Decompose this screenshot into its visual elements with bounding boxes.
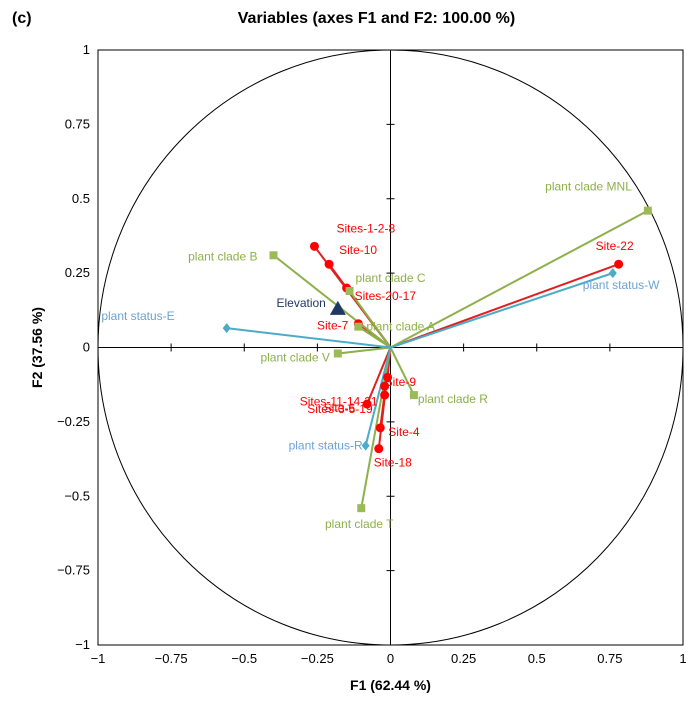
point-label: plant clade A [366,320,435,334]
status-marker [222,323,231,334]
x-axis-title: F1 (62.44 %) [350,677,431,693]
clade-marker [643,206,652,215]
clade-marker [409,391,418,400]
point-label: plant clade R [418,392,488,406]
labels-layer: Sites-1-2-8 Site-10 Sites-20-17 Site-7 Site-… [101,180,660,532]
site-marker [614,259,624,269]
clade-marker [333,349,342,358]
vector-line [390,209,649,349]
x-tick-label: 0 [387,651,394,666]
point-label: Site-9 [385,375,417,389]
vector-line [390,263,619,349]
point-label: Sites-1-2-8 [336,221,395,235]
x-tick-label: −0.25 [301,651,334,666]
x-tick-label: −0.75 [155,651,188,666]
point-label: Site-4 [388,425,420,439]
point-label: Sites-20-17 [355,289,417,303]
x-tick-label: 0.75 [597,651,622,666]
site-marker [380,381,390,391]
site-marker [374,444,384,454]
point-label: Elevation [276,296,325,310]
point-label: Sites-3-5-19 [307,402,373,416]
clade-marker [345,286,354,295]
y-axis-title: F2 (37.56 %) [29,307,45,388]
point-label: plant clade V [260,350,329,364]
axes-layer: −1 −0.75 −0.5 −0.25 0 0.25 0.5 0.75 1 −1 −0.75 −0.5… [57,42,687,666]
y-tick-label: 0 [83,340,90,355]
vector-line [337,346,391,355]
vector-line [389,347,415,396]
vector-line [364,347,392,446]
point-label: Site-18 [374,456,412,470]
chart-title: Variables (axes F1 and F2: 100.00 %) [237,10,516,27]
site-marker [324,259,334,269]
clade-marker [354,322,363,331]
vector-line [357,325,392,349]
x-tick-label: 0.25 [451,651,476,666]
point-label: plant clade C [356,271,426,285]
y-tick-label: −0.5 [64,488,90,503]
y-tick-label: 0.25 [65,265,90,280]
vector-line [272,254,392,349]
y-tick-label: 0.5 [72,191,90,206]
site-marker [309,241,319,251]
point-label: Site-22 [596,239,634,253]
y-tick-label: −1 [75,637,90,652]
y-tick-label: 1 [83,42,90,57]
y-tick-label: −0.25 [57,414,90,429]
point-label: plant status-E [101,309,174,323]
panel-label: (c) [12,10,32,27]
x-tick-label: −1 [91,651,106,666]
x-tick-label: 1 [679,651,686,666]
point-label: plant status-W [583,278,660,292]
site-marker [383,372,393,382]
point-label: Sites-11-14-21 [300,394,378,408]
x-tick-label: −0.5 [231,651,257,666]
vector-line [390,272,614,349]
point-label: Site-7 [317,319,349,333]
y-tick-label: −0.75 [57,563,90,578]
point-label: plant clade MNL [545,180,632,194]
status-marker [608,268,617,279]
site-marker [380,390,390,400]
point-label: Site-10 [339,243,377,257]
status-marker [361,440,370,451]
vector-line [366,347,392,405]
point-label: Site-6 [324,401,356,415]
site-marker [375,423,385,433]
y-tick-label: 0.75 [65,116,90,131]
clade-marker [357,504,366,513]
markers-layer [222,206,652,513]
vectors-layer [226,209,649,509]
vector-line [348,290,392,349]
vector-line [226,327,391,349]
point-label: plant clade T [325,517,394,531]
elevation-marker [329,300,346,315]
site-marker [362,399,372,409]
x-tick-label: 0.5 [528,651,546,666]
clade-marker [269,251,278,260]
point-label: plant status-R [289,439,363,453]
point-label: plant clade B [188,249,257,263]
